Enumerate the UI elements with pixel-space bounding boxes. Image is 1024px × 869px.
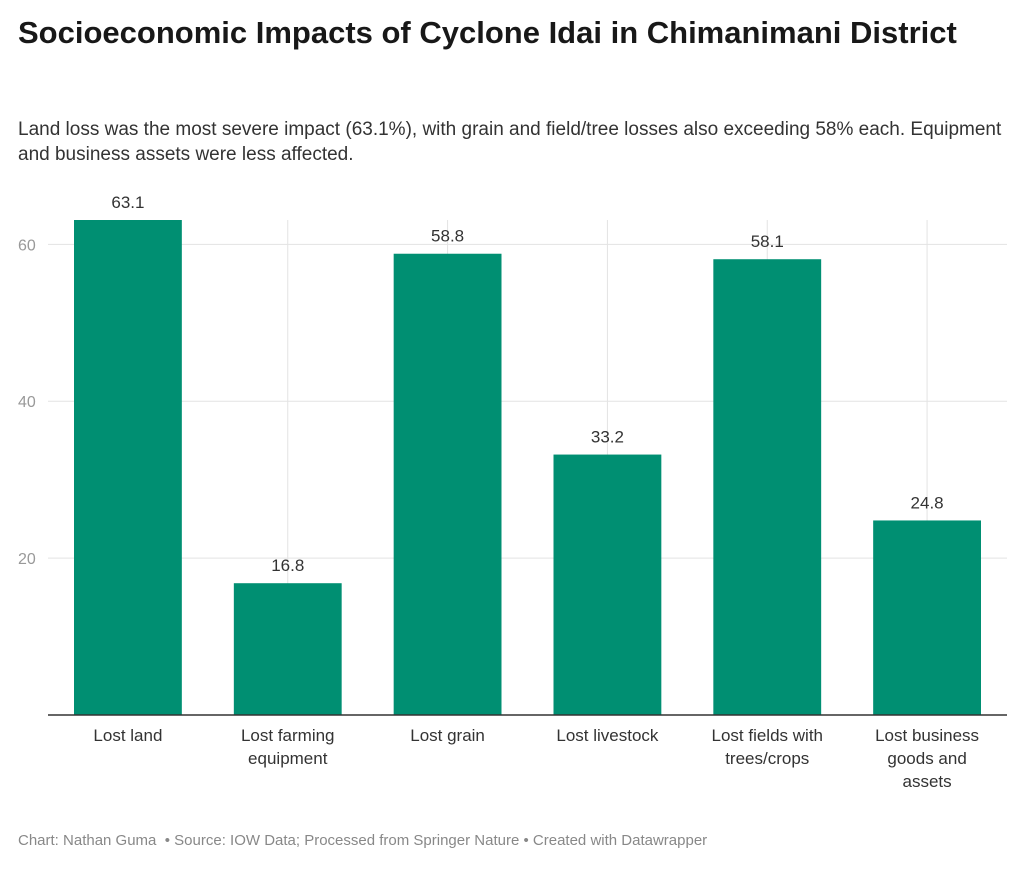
- bar: [873, 520, 981, 715]
- chart-footer: Chart: Nathan Guma • Source: IOW Data; P…: [18, 832, 708, 849]
- bar: [393, 253, 502, 715]
- x-tick-label: Lost business goods and assets: [875, 726, 979, 791]
- footer-created: Created with Datawrapper: [532, 832, 708, 849]
- chart-subtitle: Land loss was the most severe impact (63…: [18, 119, 1002, 165]
- value-label: 24.8: [911, 493, 944, 512]
- bar: [553, 454, 662, 715]
- value-label: 63.1: [111, 193, 144, 212]
- y-tick-label: 40: [18, 394, 36, 411]
- x-tick-label: Lost farming equipment: [241, 726, 335, 768]
- x-tick-label: Lost livestock: [556, 726, 659, 745]
- x-tick-label: Lost fields with trees/crops: [712, 726, 824, 768]
- bar: [233, 583, 342, 715]
- footer-credit: Chart: Nathan Guma: [18, 832, 157, 849]
- value-label: 58.8: [431, 227, 464, 246]
- y-tick-label: 20: [18, 551, 36, 568]
- value-label: 33.2: [591, 428, 624, 447]
- y-tick-label: 60: [18, 237, 36, 254]
- bar: [713, 259, 822, 715]
- x-tick-label: Lost land: [93, 726, 162, 745]
- value-label: 16.8: [271, 556, 304, 575]
- footer-source: Source: IOW Data; Processed from Springe…: [174, 832, 520, 849]
- bar: [74, 220, 182, 715]
- x-tick-label: Lost grain: [410, 726, 485, 745]
- chart-title: Socioeconomic Impacts of Cyclone Idai in…: [18, 15, 957, 50]
- value-label: 58.1: [751, 232, 784, 251]
